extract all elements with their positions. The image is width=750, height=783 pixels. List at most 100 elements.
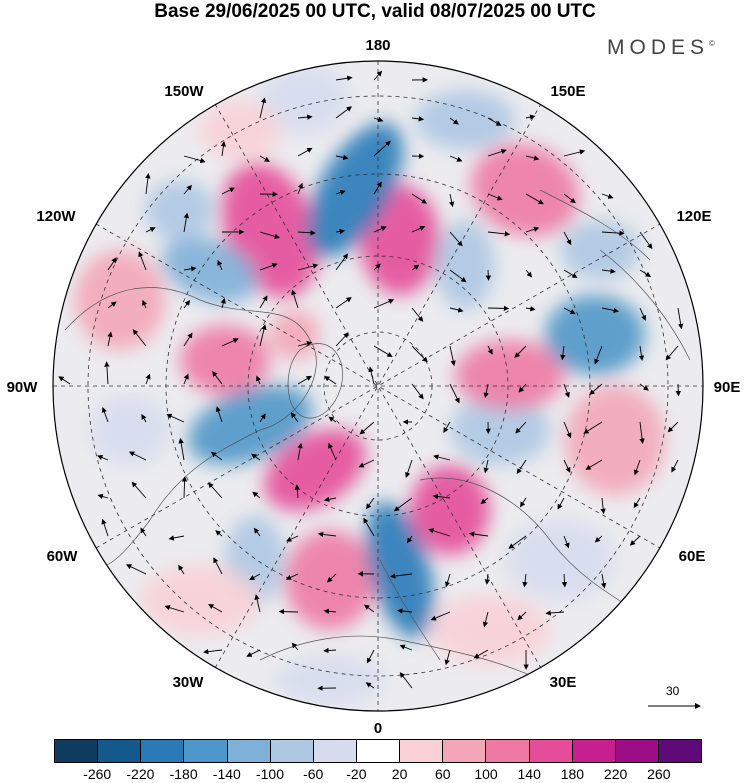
colorbar <box>54 739 702 763</box>
lon-label-180: 180 <box>365 37 390 54</box>
anomaly-cell <box>270 310 320 360</box>
wind-arrow <box>515 421 527 434</box>
wind-arrow <box>297 375 312 385</box>
graticule <box>53 61 703 711</box>
wind-arrow <box>138 251 147 271</box>
wind-arrow <box>365 497 375 510</box>
wind-arrow <box>104 361 110 385</box>
wind-arrow <box>145 227 156 233</box>
wind-arrow <box>522 573 528 588</box>
wind-arrow <box>221 187 236 195</box>
wind-arrow <box>601 230 625 236</box>
wind-arrow <box>563 383 570 398</box>
wind-arrow <box>449 269 467 283</box>
anomaly-cell <box>260 65 350 135</box>
wind-arrow <box>483 459 489 474</box>
wind-arrow <box>335 154 349 161</box>
anomaly-cell <box>90 395 170 465</box>
wind-arrow <box>253 527 261 537</box>
wind-arrow <box>449 193 455 208</box>
wind-arrow <box>473 649 489 659</box>
wind-arrow <box>449 117 459 125</box>
wind-arrow <box>259 413 266 423</box>
wind-arrow <box>217 259 223 271</box>
wind-arrow <box>393 497 413 512</box>
wind-arrow <box>411 307 424 322</box>
wind-arrow <box>259 231 281 239</box>
wind-arrow <box>487 305 510 312</box>
wind-arrow <box>212 370 223 385</box>
anomaly-cell <box>275 655 385 705</box>
wind-arrow <box>363 604 375 613</box>
wind-arrow <box>443 421 451 433</box>
wind-arrow <box>428 528 451 537</box>
wind-arrow <box>101 406 109 423</box>
wind-arrow <box>365 682 375 689</box>
wind-arrow <box>487 345 493 355</box>
wind-arrow <box>220 297 226 309</box>
wind-arrow <box>291 289 299 309</box>
wind-arrow <box>406 535 413 544</box>
wind-arrow <box>297 341 313 347</box>
lon-label-60e: 60E <box>679 548 706 565</box>
wind-arrow <box>326 573 337 583</box>
wind-arrow <box>132 329 147 347</box>
anomaly-cell <box>545 295 645 375</box>
wind-arrow <box>487 231 511 237</box>
wind-arrow <box>323 647 337 654</box>
anomaly-cell <box>450 395 550 465</box>
colorbar-tick-label: -60 <box>303 766 324 782</box>
wind-arrow <box>183 212 190 233</box>
map-boundary <box>52 60 704 712</box>
wind-arrow <box>215 406 223 423</box>
wind-arrow <box>221 338 239 347</box>
anomaly-cell <box>187 385 313 465</box>
wind-arrow <box>97 455 109 461</box>
wind-arrow <box>639 421 645 444</box>
wind-arrow <box>563 459 571 473</box>
wind-arrow <box>449 383 460 404</box>
wind-arrow <box>444 573 451 588</box>
colorbar-tick-label: -140 <box>212 766 241 782</box>
wind-arrow <box>203 648 223 655</box>
wind-arrow <box>335 189 346 196</box>
colorbar-swatch <box>141 740 185 762</box>
colorbar-swatch <box>615 740 659 762</box>
wind-arrow <box>525 114 536 120</box>
wind-arrow <box>183 299 191 309</box>
wind-arrow <box>563 307 576 315</box>
wind-arrow <box>220 141 227 157</box>
wind-arrow <box>600 497 606 515</box>
wind-arrow <box>487 193 503 201</box>
wind-arrow <box>444 649 451 666</box>
wind-arrow <box>107 301 117 309</box>
wind-arrow <box>324 375 337 385</box>
colorbar-swatch <box>98 740 142 762</box>
wind-arrow <box>508 535 527 549</box>
wind-arrow <box>290 412 299 423</box>
wind-arrow <box>411 116 425 122</box>
wind-arrow <box>317 531 337 538</box>
colorbar-swatch <box>572 740 616 762</box>
wind-arrow <box>411 345 428 363</box>
wind-arrow <box>328 416 337 423</box>
wind-arrow <box>249 573 261 581</box>
wind-arrow <box>297 263 319 271</box>
colorbar-tick-label: -260 <box>83 766 112 782</box>
wind-arrow <box>601 268 616 274</box>
lon-label-30w: 30W <box>173 674 205 691</box>
wind-arrow <box>601 307 619 314</box>
wind-arrow <box>335 75 353 81</box>
wind-arrow <box>101 518 109 537</box>
colorbar-tick-label: 260 <box>647 766 671 782</box>
wind-arrow <box>373 116 384 123</box>
wind-arrow <box>328 442 337 461</box>
wind-arrow <box>359 421 375 435</box>
wind-arrow <box>411 383 424 400</box>
wind-arrow <box>563 269 578 278</box>
colorbar-swatch <box>313 740 357 762</box>
lon-label-0: 0 <box>374 720 382 737</box>
wind-arrow <box>131 481 147 499</box>
wind-arrow <box>254 594 261 613</box>
